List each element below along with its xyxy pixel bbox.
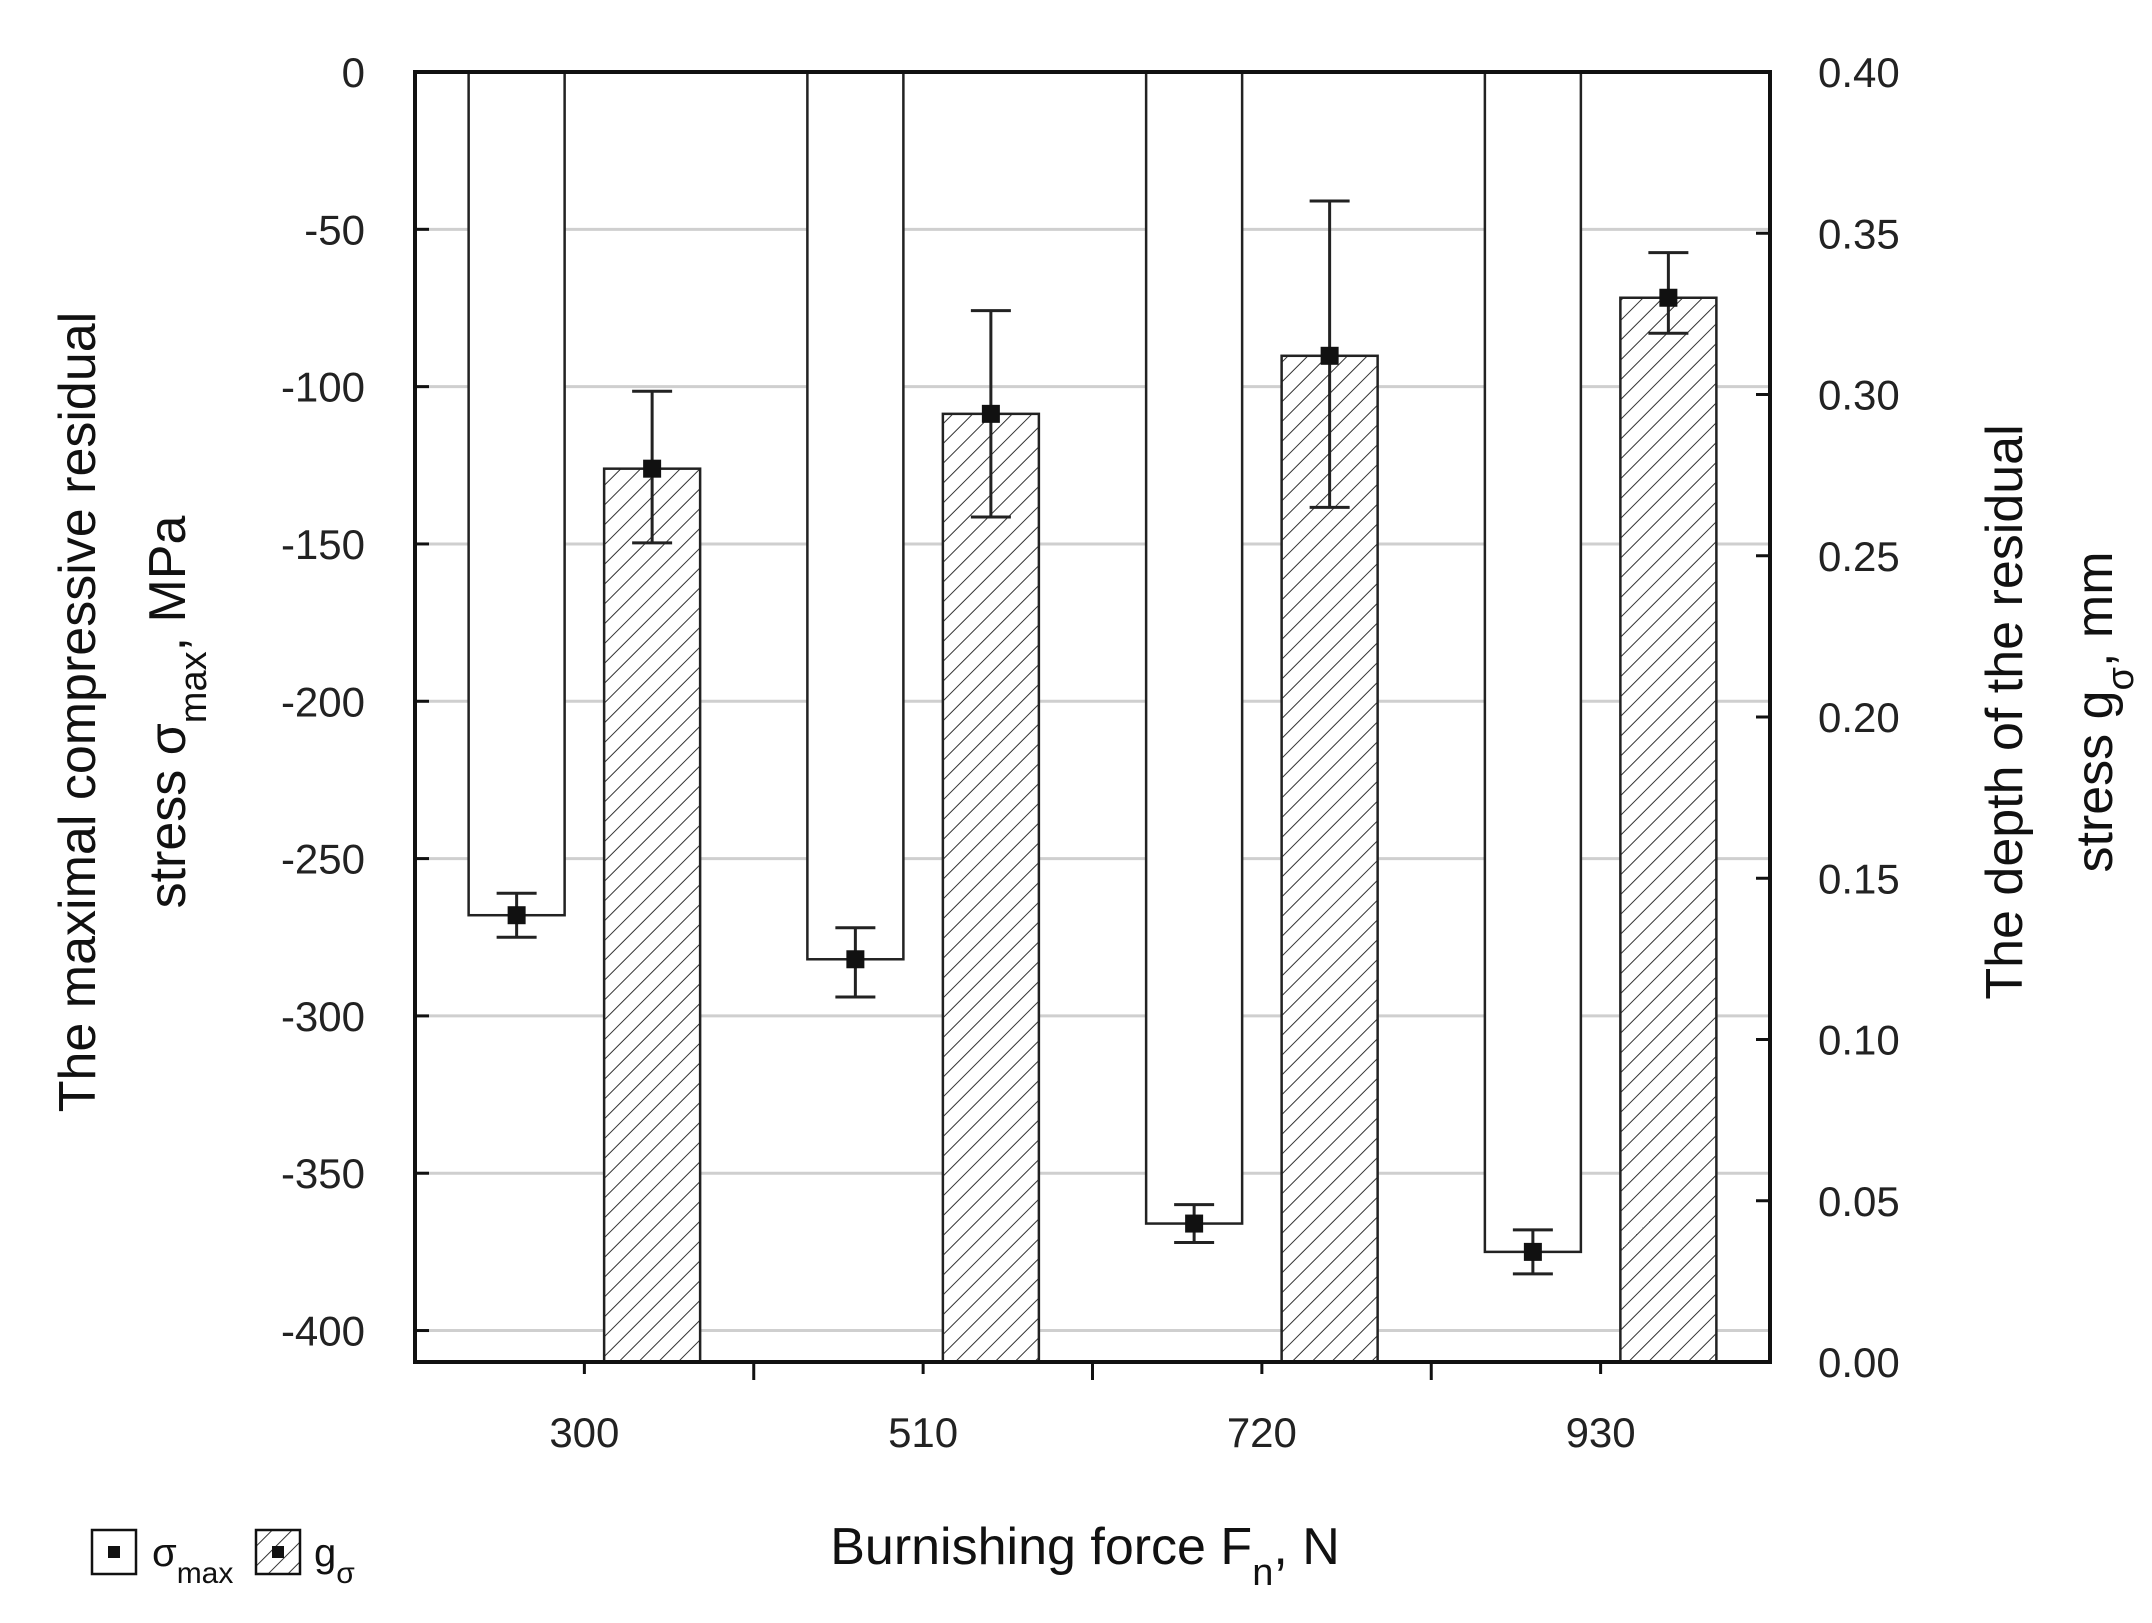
marker-sigma-max <box>1185 1214 1204 1233</box>
marker-sigma-max <box>507 906 526 925</box>
svg-text:gσ: gσ <box>314 1531 355 1590</box>
legend-item-sigma-max: σmax <box>90 1528 233 1590</box>
y2-tick-label: 0.20 <box>1818 694 1900 741</box>
bar-g-sigma <box>1619 296 1718 1364</box>
error-bars <box>496 199 1689 1276</box>
y-axis-title-line2: stress σmax, MPa <box>139 516 215 909</box>
y2-tick-label: 0.05 <box>1818 1178 1900 1225</box>
marker-g-sigma <box>643 459 662 478</box>
bar-sigma-max <box>1144 70 1244 1225</box>
y2-tick-label: 0.10 <box>1818 1017 1900 1064</box>
y2-tick-label: 0.40 <box>1818 49 1900 96</box>
y-tick-label: -50 <box>304 206 365 253</box>
y2-tick-label: 0.30 <box>1818 372 1900 419</box>
y2-axis-title-line2: stress gσ, mm <box>2066 551 2142 872</box>
x-tick-label: 930 <box>1566 1409 1636 1456</box>
y-tick-label: 0 <box>342 49 365 96</box>
legend-item-g-sigma: gσ <box>254 1528 355 1590</box>
y2-tick-label: 0.00 <box>1818 1339 1900 1386</box>
axes: 300 510 720 930 0 -50 -100 -150 -200 -250 -300 -350… <box>281 49 1900 1456</box>
marker-sigma-max <box>846 950 865 969</box>
y-tick-label: -250 <box>281 836 365 883</box>
bars <box>467 70 1718 1364</box>
y2-tick-label: 0.15 <box>1818 855 1900 902</box>
marker-g-sigma <box>981 404 1000 423</box>
bar-sigma-max <box>467 70 566 917</box>
y2-axis-title-line1: The depth of the residual <box>1976 424 2034 999</box>
y2-tick-label: 0.35 <box>1818 210 1900 257</box>
x-axis-title: Burnishing force Fn, N <box>830 1518 1340 1594</box>
bar-g-sigma <box>1280 354 1379 1364</box>
bar-sigma-max <box>806 70 905 961</box>
bar-g-sigma <box>602 467 702 1364</box>
y-tick-label: -300 <box>281 993 365 1040</box>
bar-g-sigma <box>941 412 1041 1364</box>
legend: σmax gσ <box>90 1528 355 1590</box>
marker-g-sigma <box>1320 346 1339 365</box>
x-tick-label: 720 <box>1227 1409 1297 1456</box>
y-tick-label: -350 <box>281 1150 365 1197</box>
y-tick-label: -150 <box>281 521 365 568</box>
y-tick-label: -100 <box>281 364 365 411</box>
x-tick-label: 510 <box>888 1409 958 1456</box>
marker-sigma-max <box>1523 1242 1542 1261</box>
bar-sigma-max <box>1483 70 1583 1254</box>
svg-text:σmax: σmax <box>152 1531 233 1590</box>
y-tick-label: -400 <box>281 1308 365 1355</box>
y-axis-title-line1: The maximal compressive residual <box>49 312 107 1113</box>
marker-g-sigma <box>1659 288 1678 307</box>
y2-tick-label: 0.25 <box>1818 533 1900 580</box>
x-tick-label: 300 <box>549 1409 619 1456</box>
y-tick-label: -200 <box>281 678 365 725</box>
